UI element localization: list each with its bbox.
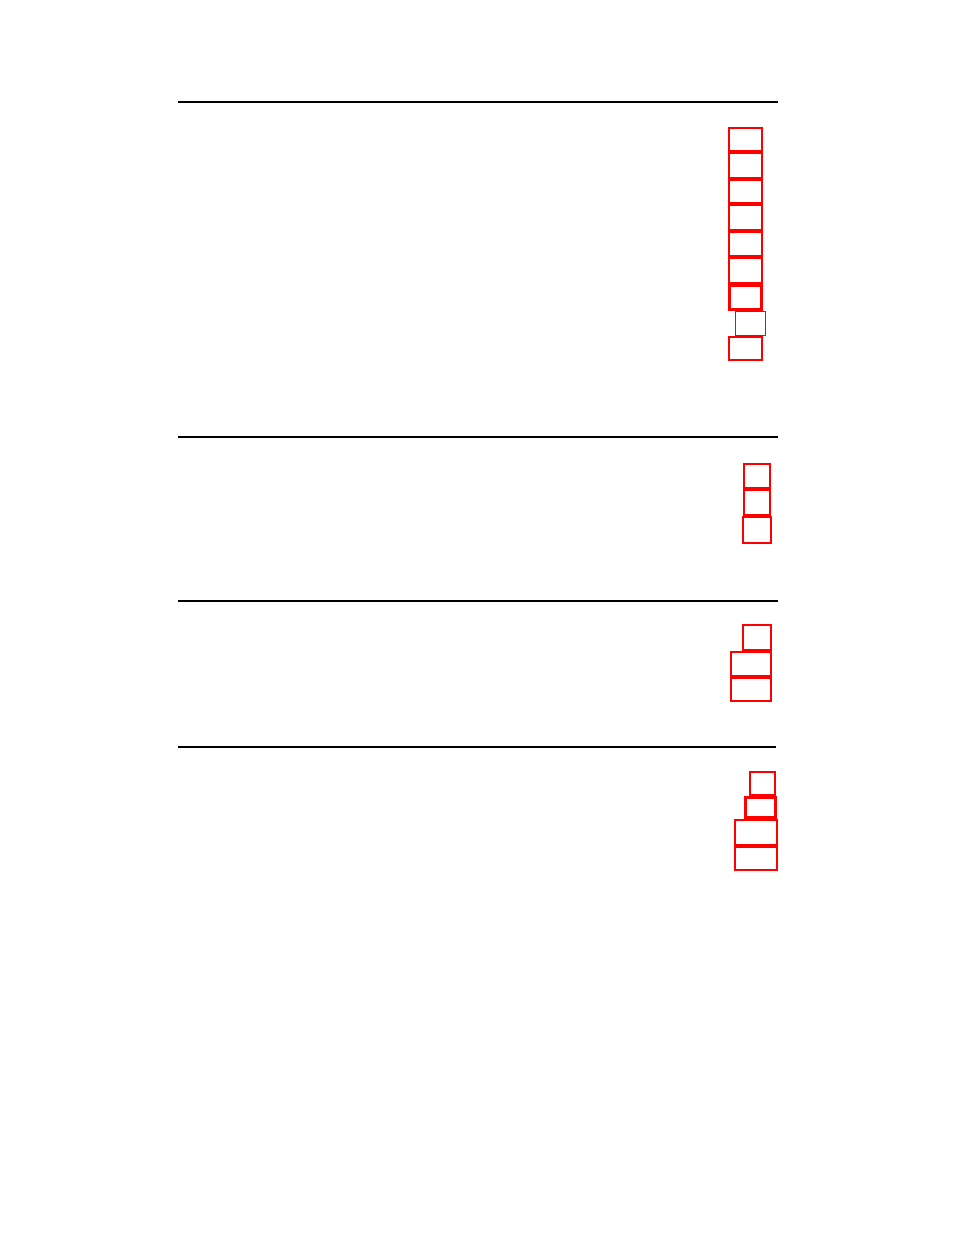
annotation-box [744,796,777,819]
annotation-box [742,516,772,544]
annotation-box [728,284,763,311]
annotation-box [742,624,772,651]
annotation-box [734,846,778,871]
annotation-box [728,336,763,361]
annotation-box [730,677,772,702]
annotation-box [728,179,763,204]
annotation-box [728,231,763,257]
section-rule [178,600,778,602]
annotation-box [728,152,763,179]
annotation-box [743,489,771,516]
annotation-box [743,463,771,489]
annotation-box [728,127,763,152]
annotation-box [728,257,763,284]
annotation-box [728,204,763,231]
section-rule [178,436,778,438]
annotation-box [735,311,766,336]
annotation-box [734,819,778,846]
section-rule [178,746,776,748]
annotation-box [730,651,772,677]
annotation-box [749,771,776,796]
section-rule [178,101,778,103]
